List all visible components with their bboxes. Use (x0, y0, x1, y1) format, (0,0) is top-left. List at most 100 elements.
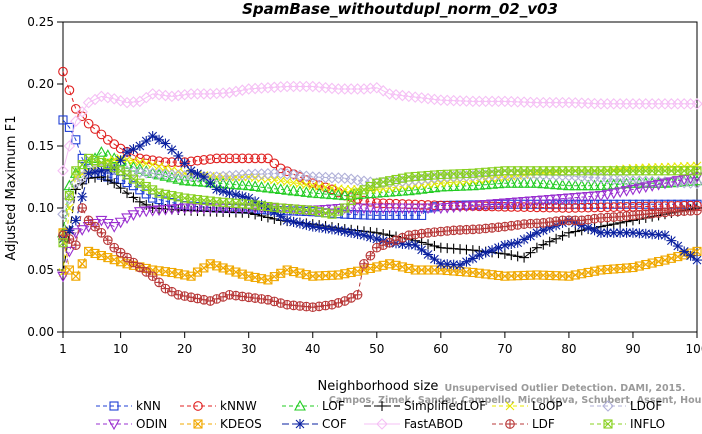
point-LOF-29 (236, 179, 249, 190)
point-ODIN-18 (165, 204, 178, 216)
point-kNNW-48 (359, 195, 369, 206)
point-kNN-46 (346, 209, 356, 219)
point-COF-63 (455, 260, 466, 271)
point-kNNW-16 (154, 156, 164, 167)
point-kNNW-33 (263, 153, 273, 164)
point-SimplifiedLOF-73 (519, 252, 530, 263)
point-ODIN-53 (390, 203, 402, 215)
point-kNNW-70 (500, 201, 510, 212)
series-line-KDEOS (62, 232, 698, 281)
point-ODIN-82 (575, 192, 588, 204)
point-LOF-76 (537, 177, 550, 189)
point-INFLO-2 (64, 191, 74, 201)
point-kNN-54 (397, 210, 407, 220)
point-kNNW-3 (70, 103, 81, 114)
point-kNN-56 (410, 210, 420, 220)
series-KDEOS (58, 228, 702, 285)
point-COF-19 (173, 150, 184, 161)
legend-marker-LOF (294, 399, 306, 411)
point-kNNW-31 (250, 153, 260, 164)
point-COF-26 (218, 186, 229, 197)
point-LOF-20 (178, 174, 191, 186)
watermark-line-2: Campos, Zimek, Sander, Campello, Micenko… (329, 395, 702, 406)
point-kNN-48 (359, 210, 369, 220)
point-ODIN-14 (140, 206, 153, 218)
point-COF-98 (679, 246, 690, 257)
point-LOF-67 (479, 178, 492, 190)
point-FastABOD-49 (364, 82, 377, 95)
point-INFLO-46 (346, 196, 356, 206)
series-line-INFLO (62, 157, 697, 243)
y-tick-label-5: 0.25 (27, 15, 54, 29)
point-COF-39 (301, 220, 312, 231)
point-COF-97 (672, 241, 683, 252)
point-kNNW-28 (231, 153, 241, 164)
point-ODIN-85 (595, 191, 607, 202)
x-tick-label-10: 100 (686, 342, 702, 356)
point-LOF-28 (229, 178, 242, 190)
point-LOF-23 (197, 176, 210, 187)
legend-label-INFLO: INFLO (630, 417, 665, 431)
point-FastABOD-3 (70, 115, 82, 127)
x-axis-label: Neighborhood size (318, 379, 439, 394)
point-KDEOS-33 (263, 275, 273, 285)
legend-label-LDF: LDF (532, 417, 555, 431)
point-LDF-47 (352, 289, 363, 300)
legend-item-LDF: LDF (492, 417, 555, 431)
plot-frame (62, 21, 698, 333)
point-ODIN-52 (383, 203, 396, 215)
point-kNNW-10 (115, 143, 126, 154)
point-SimplifiedLOF-80 (563, 227, 574, 238)
point-ODIN-75 (530, 196, 543, 207)
point-kNNW-1 (58, 66, 68, 77)
point-FastABOD-20 (178, 88, 191, 101)
point-ODIN-1 (57, 271, 69, 283)
point-ODIN-50 (370, 203, 383, 215)
legend-item-FastABOD: FastABOD (364, 417, 463, 431)
point-ODIN-91 (633, 183, 646, 195)
point-COF-86 (602, 227, 613, 238)
point-LOF-13 (133, 163, 146, 174)
point-LOF-78 (550, 178, 563, 190)
point-LOF-77 (543, 178, 556, 189)
point-kNNW-17 (160, 157, 171, 167)
point-COF-35 (275, 211, 286, 222)
point-kNNW-86 (602, 202, 613, 213)
point-ODIN-10 (114, 217, 127, 229)
point-kNNW-76 (538, 202, 549, 213)
x-tick-label-1: 10 (113, 342, 128, 356)
point-LDF-9 (109, 242, 120, 253)
point-LDF-18 (167, 286, 177, 297)
point-kNNW-22 (192, 155, 203, 166)
point-LOF-31 (249, 180, 262, 191)
x-tick-label-5: 50 (369, 342, 384, 356)
point-COF-64 (461, 256, 472, 267)
point-ODIN-86 (601, 189, 614, 201)
point-LOF-79 (556, 179, 569, 190)
legend-marker-kNNW (193, 401, 203, 411)
point-LOF-41 (313, 187, 326, 199)
point-LOF-52 (383, 185, 396, 197)
point-SimplifiedLOF-8 (102, 175, 113, 186)
x-tick-label-6: 60 (433, 342, 448, 356)
point-LDF-13 (134, 262, 145, 273)
point-kNNW-2 (64, 85, 75, 96)
point-ODIN-88 (614, 187, 627, 199)
point-LOF-74 (524, 177, 537, 188)
point-ODIN-71 (505, 197, 518, 209)
point-LOF-43 (326, 188, 338, 200)
point-LDOF-59 (428, 171, 441, 184)
point-ODIN-65 (466, 200, 479, 212)
legend-item-ODIN: ODIN (96, 417, 167, 431)
point-LDOF-2 (63, 192, 76, 205)
point-COF-28 (230, 189, 241, 200)
plot-area: 0.00 0.05 0.10 0.15 0.20 0.25 1 10 20 30 40 50 60 70 8… (27, 15, 702, 356)
point-FastABOD-1 (57, 165, 69, 177)
legend-label-kNNW: kNNW (220, 399, 257, 413)
point-ODIN-13 (133, 207, 146, 218)
legend-item-SimplifiedLOF: SimplifiedLOF (364, 399, 486, 413)
point-ODIN-11 (121, 213, 133, 225)
point-LOF-85 (595, 179, 607, 191)
point-ODIN-49 (364, 203, 377, 215)
point-ODIN-83 (582, 192, 595, 203)
